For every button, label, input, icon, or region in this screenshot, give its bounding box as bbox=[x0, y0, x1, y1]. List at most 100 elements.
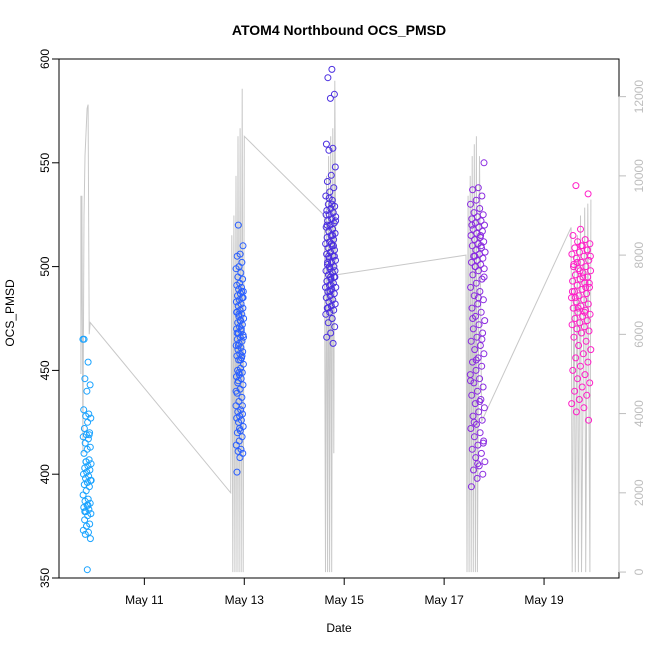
data-point bbox=[232, 265, 240, 273]
data-point bbox=[235, 369, 243, 376]
data-point bbox=[573, 325, 581, 333]
data-point bbox=[574, 304, 582, 312]
data-point bbox=[234, 221, 242, 229]
data-point bbox=[232, 387, 240, 395]
data-point bbox=[476, 398, 484, 405]
data-point bbox=[585, 416, 593, 424]
data-point bbox=[586, 379, 594, 387]
x-tick-label: May 17 bbox=[424, 593, 464, 607]
y2-tick-label: 2000 bbox=[632, 479, 646, 506]
data-point bbox=[325, 146, 333, 154]
data-point bbox=[469, 325, 477, 333]
data-point bbox=[576, 267, 584, 275]
data-point bbox=[326, 94, 334, 102]
data-point bbox=[83, 566, 91, 574]
data-point bbox=[586, 283, 593, 291]
data-point bbox=[234, 342, 242, 349]
data-point bbox=[234, 447, 242, 455]
data-point bbox=[86, 381, 94, 389]
data-point bbox=[323, 178, 331, 185]
data-point bbox=[478, 192, 486, 200]
data-point bbox=[80, 406, 88, 414]
data-point bbox=[480, 350, 488, 358]
x-tick-label: May 15 bbox=[325, 593, 365, 607]
plot-frame bbox=[58, 58, 620, 579]
data-point bbox=[470, 292, 478, 300]
data-point bbox=[568, 250, 576, 258]
data-point bbox=[472, 279, 480, 287]
data-point bbox=[477, 449, 485, 457]
data-point bbox=[468, 258, 475, 266]
data-point bbox=[477, 308, 485, 316]
data-point bbox=[580, 323, 588, 331]
data-point bbox=[479, 383, 487, 391]
data-point bbox=[472, 356, 480, 364]
x-axis-label: Date bbox=[326, 621, 352, 635]
data-point bbox=[478, 416, 486, 424]
data-point bbox=[322, 192, 330, 200]
data-point bbox=[86, 535, 94, 543]
data-point bbox=[481, 221, 488, 229]
data-point bbox=[577, 225, 584, 233]
data-point bbox=[83, 387, 91, 395]
data-point bbox=[481, 317, 489, 325]
data-point bbox=[476, 288, 484, 295]
data-point bbox=[471, 400, 479, 408]
data-point bbox=[480, 265, 488, 273]
data-point bbox=[328, 240, 336, 248]
data-point bbox=[84, 358, 92, 366]
data-point bbox=[84, 418, 92, 426]
data-point bbox=[81, 516, 89, 524]
data-point bbox=[476, 342, 484, 349]
data-point bbox=[467, 232, 475, 239]
data-point bbox=[584, 358, 592, 366]
data-point bbox=[474, 460, 482, 468]
data-point bbox=[587, 267, 595, 275]
data-point bbox=[571, 271, 579, 279]
data-point bbox=[85, 431, 93, 439]
data-point bbox=[474, 354, 482, 362]
data-point bbox=[585, 327, 593, 335]
data-point bbox=[584, 273, 592, 281]
y-tick-label: 550 bbox=[38, 152, 52, 172]
data-point bbox=[568, 400, 576, 408]
data-point bbox=[579, 350, 587, 358]
y-tick-label: 500 bbox=[38, 256, 52, 276]
data-point bbox=[469, 358, 476, 366]
data-point bbox=[477, 242, 485, 250]
data-point bbox=[322, 283, 329, 291]
data-point bbox=[583, 317, 591, 325]
y2-tick-label: 4000 bbox=[632, 400, 646, 427]
data-point bbox=[471, 219, 479, 227]
data-point bbox=[582, 283, 590, 291]
data-point bbox=[238, 402, 246, 410]
data-point bbox=[479, 470, 487, 478]
data-point bbox=[81, 508, 89, 516]
data-point bbox=[322, 310, 330, 318]
data-point bbox=[579, 273, 587, 281]
data-point bbox=[470, 433, 478, 441]
data-point bbox=[570, 263, 577, 271]
data-point bbox=[331, 300, 339, 308]
data-point bbox=[233, 252, 241, 260]
data-point bbox=[478, 275, 486, 283]
data-point bbox=[581, 371, 589, 379]
data-point bbox=[480, 273, 488, 281]
data-point bbox=[468, 391, 476, 399]
data-point bbox=[330, 290, 338, 298]
data-point bbox=[330, 263, 338, 271]
data-point bbox=[587, 346, 595, 354]
data-point bbox=[332, 256, 339, 264]
data-point bbox=[470, 209, 478, 217]
data-point bbox=[329, 144, 337, 152]
data-point bbox=[233, 468, 241, 476]
data-point bbox=[580, 296, 588, 304]
data-point bbox=[585, 279, 593, 287]
data-point bbox=[476, 429, 484, 437]
y-tick-label: 600 bbox=[38, 49, 52, 69]
data-point bbox=[468, 221, 476, 229]
data-point bbox=[467, 283, 475, 291]
data-point bbox=[467, 425, 475, 432]
data-point bbox=[469, 186, 477, 194]
